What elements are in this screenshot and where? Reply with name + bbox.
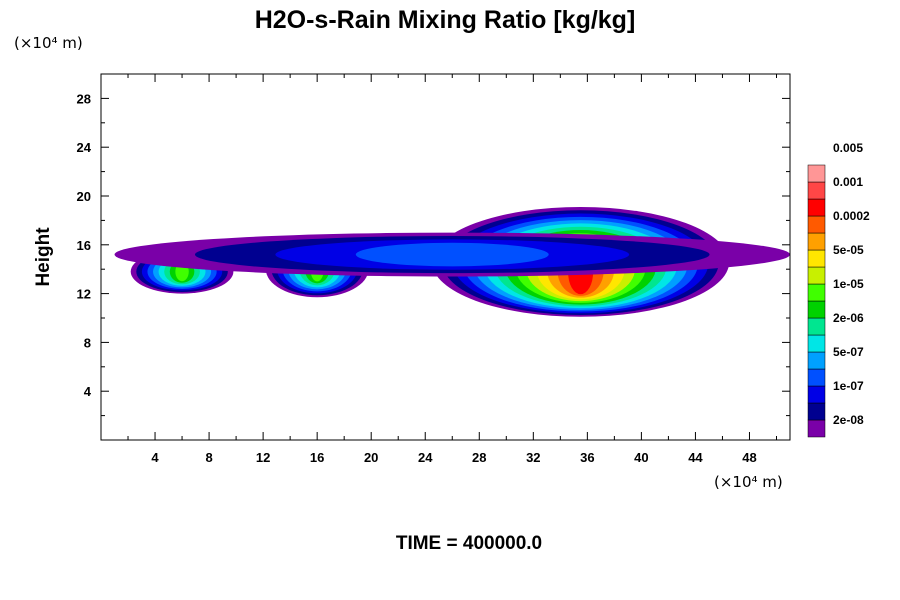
x-tick-label: 24 xyxy=(418,450,433,465)
colorbar-swatch xyxy=(807,402,826,421)
y-unit-label: (×10⁴ m) xyxy=(14,34,83,52)
x-tick-label: 44 xyxy=(688,450,703,465)
colorbar-label: 2e-06 xyxy=(833,311,864,325)
x-unit-label: (×10⁴ m) xyxy=(714,473,783,491)
x-tick-label: 20 xyxy=(364,450,378,465)
colorbar-swatch xyxy=(807,164,826,183)
colorbar-label: 1e-07 xyxy=(833,379,864,393)
y-tick-label: 24 xyxy=(77,140,92,155)
y-tick-label: 4 xyxy=(84,384,92,399)
y-axis-label: Height xyxy=(33,227,54,287)
colorbar-swatch xyxy=(807,368,826,387)
y-tick-label: 12 xyxy=(77,287,91,302)
colorbar-swatch xyxy=(807,385,826,404)
colorbar: 2e-08 1e-07 5e-07 2e-06 1e-05 5e-05 0.0002 0.00… xyxy=(807,141,870,438)
time-label: TIME = 400000.0 xyxy=(396,533,542,554)
x-tick-label: 32 xyxy=(526,450,540,465)
colorbar-label: 0.001 xyxy=(833,175,863,189)
colorbar-swatch xyxy=(807,266,826,285)
x-axis: 4 8 12 16 20 24 28 32 36 40 44 48 xyxy=(127,74,777,465)
colorbar-swatch xyxy=(807,283,826,302)
colorbar-swatch xyxy=(807,181,826,200)
colorbar-swatch xyxy=(807,198,826,217)
y-tick-label: 16 xyxy=(77,238,91,253)
colorbar-label: 2e-08 xyxy=(833,413,864,427)
x-tick-label: 36 xyxy=(580,450,594,465)
colorbar-swatch xyxy=(807,300,826,319)
x-tick-label: 8 xyxy=(205,450,212,465)
y-tick-label: 8 xyxy=(84,335,91,350)
contour-level xyxy=(355,242,549,267)
colorbar-label: 1e-05 xyxy=(833,277,864,291)
colorbar-label: 0.005 xyxy=(833,141,863,155)
chart-title: H2O-s-Rain Mixing Ratio [kg/kg] xyxy=(255,6,636,34)
y-tick-label: 20 xyxy=(77,189,91,204)
x-tick-label: 40 xyxy=(634,450,648,465)
x-tick-label: 4 xyxy=(151,450,159,465)
x-tick-label: 12 xyxy=(256,450,270,465)
colorbar-swatch xyxy=(807,317,826,336)
colorbar-label: 5e-05 xyxy=(833,243,864,257)
colorbar-label: 0.0002 xyxy=(833,209,870,223)
colorbar-swatch xyxy=(807,351,826,370)
x-tick-label: 16 xyxy=(310,450,324,465)
contour-region-upper-layer xyxy=(114,232,790,277)
colorbar-swatch xyxy=(807,215,826,234)
colorbar-swatch xyxy=(807,334,826,353)
x-tick-label: 28 xyxy=(472,450,486,465)
colorbar-swatch xyxy=(807,419,826,438)
colorbar-label: 5e-07 xyxy=(833,345,864,359)
colorbar-swatch xyxy=(807,249,826,268)
y-axis: 4 8 12 16 20 24 28 xyxy=(77,91,790,417)
plot-frame xyxy=(100,73,791,441)
x-tick-label: 48 xyxy=(742,450,756,465)
colorbar-swatch xyxy=(807,232,826,251)
contour-field xyxy=(114,206,790,317)
y-tick-label: 28 xyxy=(77,91,91,106)
